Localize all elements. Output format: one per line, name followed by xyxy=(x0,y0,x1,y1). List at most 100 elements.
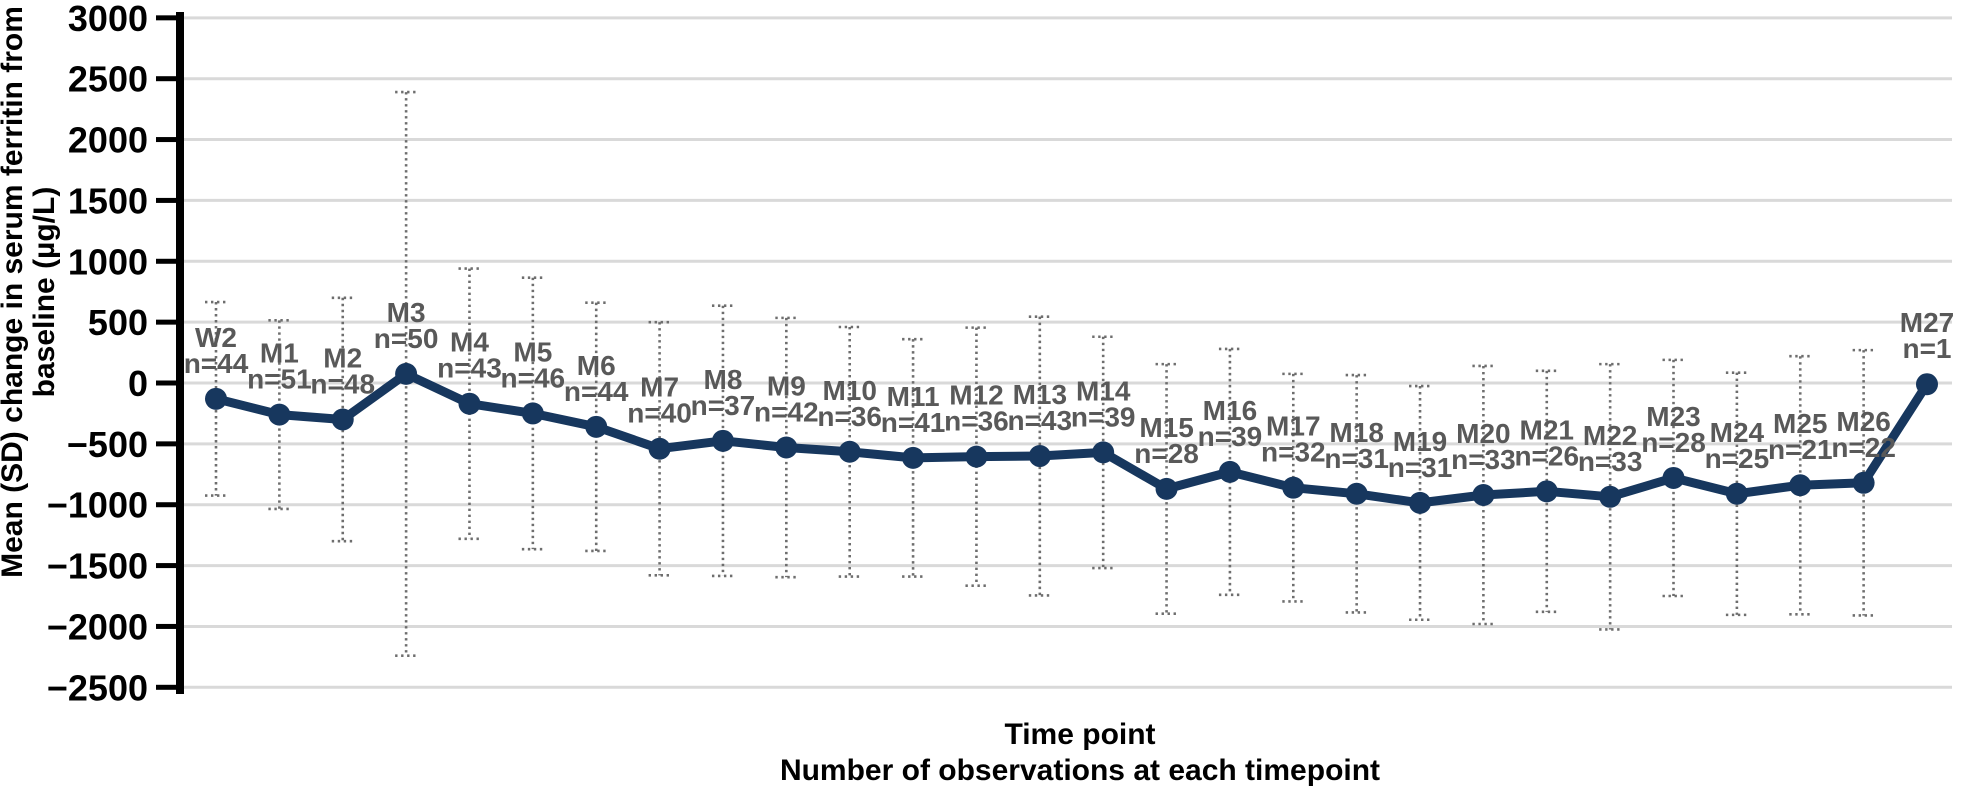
point-marker xyxy=(458,392,481,415)
y-tick-mark xyxy=(156,441,177,447)
point-label: M11 xyxy=(887,381,940,412)
point-marker xyxy=(1092,441,1115,464)
y-tick-mark xyxy=(156,137,177,143)
point-label: M4 xyxy=(450,327,489,358)
point-label: M26 xyxy=(1836,406,1890,437)
point-marker xyxy=(521,402,544,425)
point-n-label: n=22 xyxy=(1831,432,1896,463)
point-n-label: n=44 xyxy=(564,376,629,407)
point-label: M8 xyxy=(704,364,743,395)
point-n-label: n=1 xyxy=(1902,333,1951,364)
y-axis-line xyxy=(176,12,184,694)
point-label: M23 xyxy=(1646,401,1700,432)
point-marker xyxy=(1155,477,1178,500)
point-label: M10 xyxy=(822,375,876,406)
y-tick-label: 2000 xyxy=(68,120,148,161)
point-marker xyxy=(1409,491,1432,514)
point-n-label: n=48 xyxy=(310,369,375,400)
x-axis-title-line2: Number of observations at each timepoint xyxy=(780,754,1380,787)
point-n-label: n=41 xyxy=(881,407,946,438)
point-n-label: n=44 xyxy=(184,348,249,379)
y-tick-mark xyxy=(156,319,177,325)
y-tick-mark xyxy=(156,15,177,21)
y-tick-mark xyxy=(156,623,177,629)
point-n-label: n=40 xyxy=(627,398,692,429)
y-tick-label: −2500 xyxy=(47,667,148,708)
y-tick-label: 0 xyxy=(128,363,148,404)
point-marker xyxy=(1852,471,1875,494)
point-label: M1 xyxy=(260,338,299,369)
point-marker xyxy=(1028,445,1051,468)
series-line xyxy=(211,369,1932,508)
point-marker xyxy=(1218,460,1241,483)
point-marker xyxy=(585,415,608,438)
point-label: M6 xyxy=(577,350,616,381)
y-tick-label: 3000 xyxy=(68,0,148,39)
point-label: W2 xyxy=(195,322,237,353)
point-n-label: n=36 xyxy=(944,406,1009,437)
y-tick-mark xyxy=(156,563,177,569)
point-marker xyxy=(1725,482,1748,505)
point-n-label: n=37 xyxy=(691,390,756,421)
point-n-label: n=42 xyxy=(754,397,819,428)
y-tick-label: −1000 xyxy=(47,485,148,526)
point-marker xyxy=(775,436,798,459)
gridlines xyxy=(184,16,1952,689)
point-label: M21 xyxy=(1520,414,1574,445)
y-tick-mark xyxy=(156,380,177,386)
point-n-label: n=28 xyxy=(1641,427,1706,458)
point-label: M27 xyxy=(1900,307,1954,338)
y-tick-mark xyxy=(156,197,177,203)
y-tick-mark xyxy=(156,76,177,82)
point-marker xyxy=(711,429,734,452)
point-n-label: n=39 xyxy=(1198,421,1263,452)
point-marker xyxy=(965,445,988,468)
point-marker xyxy=(268,403,291,426)
point-label: M16 xyxy=(1203,395,1257,426)
point-label: M20 xyxy=(1456,418,1510,449)
point-n-label: n=36 xyxy=(817,401,882,432)
y-tick-label: 2500 xyxy=(68,59,148,100)
point-label: M19 xyxy=(1393,426,1447,457)
point-label: M14 xyxy=(1076,375,1131,406)
point-marker xyxy=(1915,373,1938,396)
point-marker xyxy=(838,440,861,463)
point-label: M9 xyxy=(767,371,806,402)
y-tick-label: −500 xyxy=(67,424,148,465)
point-n-label: n=25 xyxy=(1705,443,1770,474)
y-axis-title-line1: Mean (SD) change in serum ferritin from xyxy=(0,6,29,578)
point-n-label: n=32 xyxy=(1261,437,1326,468)
point-n-label: n=39 xyxy=(1071,401,1136,432)
y-tick-mark xyxy=(156,684,177,690)
point-label: M13 xyxy=(1013,379,1067,410)
y-tick-label: 1000 xyxy=(68,241,148,282)
point-marker xyxy=(1789,474,1812,497)
point-label: M17 xyxy=(1266,411,1320,442)
y-tick-label: −2000 xyxy=(47,606,148,647)
point-marker xyxy=(1535,480,1558,503)
point-label: M24 xyxy=(1710,417,1765,448)
point-label: M15 xyxy=(1139,412,1193,443)
point-marker xyxy=(331,408,354,431)
point-n-label: n=43 xyxy=(1008,405,1073,436)
y-tick-mark xyxy=(156,502,177,508)
point-n-label: n=31 xyxy=(1324,443,1389,474)
point-label: M25 xyxy=(1773,408,1827,439)
point-label: M5 xyxy=(513,336,552,367)
point-label: M12 xyxy=(949,380,1003,411)
point-marker xyxy=(1282,476,1305,499)
point-n-label: n=43 xyxy=(437,353,502,384)
y-tick-label: 500 xyxy=(88,302,148,343)
point-label: M3 xyxy=(387,297,426,328)
point-n-label: n=50 xyxy=(374,323,439,354)
point-marker xyxy=(395,362,418,385)
point-n-label: n=21 xyxy=(1768,434,1833,465)
point-label: M18 xyxy=(1329,417,1383,448)
series xyxy=(205,362,1938,514)
point-n-label: n=28 xyxy=(1134,438,1199,469)
x-axis-title-line1: Time point xyxy=(1004,718,1155,751)
point-n-label: n=33 xyxy=(1578,446,1643,477)
